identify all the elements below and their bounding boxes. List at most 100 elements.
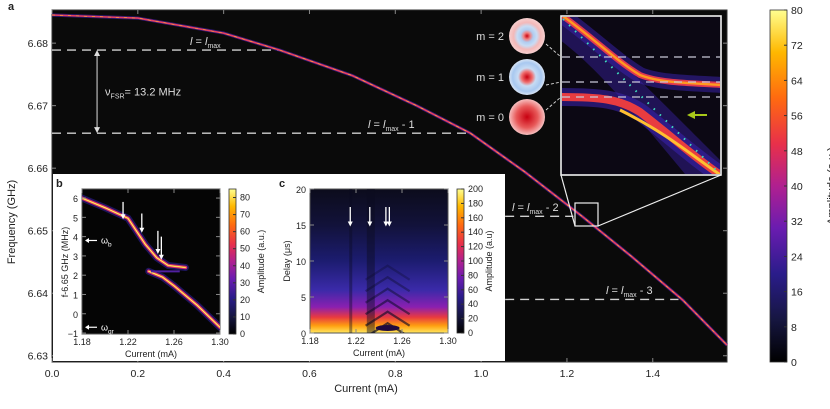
colorbar-tick-label: 120 bbox=[468, 242, 483, 252]
label-part: = bbox=[608, 285, 621, 297]
panel-b-content bbox=[82, 194, 220, 331]
interference-chevron bbox=[365, 287, 411, 304]
colorbar-tick-label: 40 bbox=[468, 299, 478, 309]
y-tick-label: 6.63 bbox=[28, 351, 49, 363]
x-tick-label: 1.22 bbox=[347, 336, 365, 346]
y-tick-label: 0 bbox=[73, 310, 78, 320]
y-tick-label: 6.66 bbox=[28, 163, 49, 175]
colorbar-tick-label: 32 bbox=[791, 216, 803, 228]
y-tick-label: 6.64 bbox=[28, 288, 49, 300]
y-tick-label: 6.67 bbox=[28, 101, 49, 113]
upper-branch-core bbox=[82, 197, 186, 268]
label-part: max bbox=[623, 292, 637, 299]
lower-branch-core bbox=[148, 271, 220, 328]
omega-sub: qr bbox=[108, 328, 115, 335]
colorbar bbox=[228, 188, 237, 335]
label-part: l bbox=[383, 119, 386, 131]
omega-sub: b bbox=[108, 241, 112, 248]
x-tick-label: 0.0 bbox=[45, 368, 60, 380]
x-axis-label-b: Current (mA) bbox=[125, 349, 177, 359]
panel-b: b 1.18 1.22 1.26 1.30 −1 0 1 2 3 4 5 6 Current (mA) f-… bbox=[56, 178, 266, 359]
colorbar-tick-label: 40 bbox=[240, 261, 250, 271]
zoom-connector-left bbox=[560, 174, 576, 227]
green-arrow-icon bbox=[687, 111, 695, 119]
dark-band bbox=[349, 189, 353, 333]
x-tick-label: 1.0 bbox=[474, 368, 489, 380]
colorbar-tick-label: 50 bbox=[240, 244, 250, 254]
down-arrow-icon bbox=[158, 254, 164, 260]
colorbar-tick-label: 64 bbox=[791, 75, 803, 87]
left-arrow-icon bbox=[85, 324, 89, 330]
fsr-label-part: = 13.2 MHz bbox=[125, 87, 182, 99]
colorbar-tick-label: 80 bbox=[468, 270, 478, 280]
panel-c-content bbox=[349, 189, 411, 333]
mode-profile-label: m = 0 bbox=[476, 112, 504, 124]
omega-label: ωb bbox=[101, 235, 112, 248]
colorbar-tick-label: 72 bbox=[791, 40, 803, 52]
y-tick-label: 5 bbox=[301, 293, 306, 303]
left-arrow-icon bbox=[85, 237, 89, 243]
colorbar-tick-label: 140 bbox=[468, 227, 483, 237]
x-tick-label: 0.4 bbox=[216, 368, 231, 380]
colorbar-tick-label: 0 bbox=[240, 329, 245, 339]
plot-area-c bbox=[309, 188, 449, 334]
mode-profile-m1 bbox=[509, 59, 545, 95]
y-tick-label: 15 bbox=[296, 221, 306, 231]
label-part: l bbox=[606, 285, 609, 297]
mode-profile-m2 bbox=[509, 18, 545, 54]
colorbar-tick-label: 180 bbox=[468, 198, 483, 208]
omega-label: ωqr bbox=[101, 322, 115, 335]
zoom-inset: m = 2 m = 1 m = 0 bbox=[476, 15, 722, 176]
colorbar-tick-label: 70 bbox=[240, 210, 250, 220]
x-tick-label: 0.8 bbox=[388, 368, 403, 380]
y-tick-label: 6 bbox=[73, 194, 78, 204]
colorbar-label: Amplitude (a.u.) bbox=[826, 147, 830, 225]
y-axis-label-c: Delay (μs) bbox=[282, 240, 292, 281]
fsr-label-part: ν bbox=[105, 87, 111, 99]
zoom-connector-right bbox=[597, 174, 722, 227]
down-arrow-icon bbox=[347, 221, 353, 227]
label-part: l bbox=[512, 202, 515, 214]
mode-line-label: l = lmax - 1 bbox=[368, 119, 415, 133]
label-part: = bbox=[370, 119, 383, 131]
label-part: - 1 bbox=[399, 119, 415, 131]
y-tick-label: 1 bbox=[73, 290, 78, 300]
x-tick-label: 0.2 bbox=[131, 368, 146, 380]
colorbar-tick-label: 60 bbox=[468, 285, 478, 295]
colorbar-label: Amplitude (a.u.) bbox=[256, 230, 266, 294]
y-tick-label: 6.68 bbox=[28, 38, 49, 50]
colorbar-tick-label: 24 bbox=[791, 251, 803, 263]
mode-profile-connector bbox=[545, 43, 562, 58]
fsr-label: νFSR= 13.2 MHz bbox=[105, 87, 181, 101]
dark-spot bbox=[375, 324, 400, 331]
interference-chevron bbox=[365, 298, 411, 316]
colorbar-tick-label: 20 bbox=[468, 314, 478, 324]
x-tick-label: 1.26 bbox=[165, 337, 183, 347]
y-tick-label: −1 bbox=[68, 329, 78, 339]
x-tick-label: 1.18 bbox=[301, 336, 319, 346]
mode-profile-connector bbox=[545, 96, 562, 111]
y-tick-label: 0 bbox=[301, 329, 306, 339]
zoom-inset-content bbox=[562, 17, 720, 174]
mode-line-label: l = lmax bbox=[190, 36, 221, 50]
mode-line-label: l = lmax - 2 bbox=[512, 202, 559, 216]
dark-band bbox=[366, 189, 375, 333]
x-tick-label: 1.22 bbox=[119, 337, 137, 347]
x-tick-label: 0.6 bbox=[302, 368, 317, 380]
y-axis-label-b: f-6.65 GHz (MHz) bbox=[60, 227, 70, 298]
y-tick-label: 10 bbox=[296, 257, 306, 267]
label-part: max bbox=[529, 209, 543, 216]
down-arrow-icon bbox=[155, 248, 161, 254]
panel-label-b: b bbox=[56, 178, 63, 190]
label-part: = bbox=[514, 202, 527, 214]
colorbar-tick-label: 8 bbox=[791, 322, 797, 334]
fsr-arrow-head-up bbox=[94, 50, 101, 57]
fsr-label-part: FSR bbox=[111, 94, 125, 101]
plot-area-b bbox=[81, 188, 221, 335]
x-tick-label: 1.18 bbox=[73, 337, 91, 347]
mode-profile-connector bbox=[545, 81, 562, 86]
x-tick-label: 1.30 bbox=[211, 337, 229, 347]
mode-profile-m0 bbox=[509, 99, 545, 135]
label-part: l bbox=[621, 285, 624, 297]
